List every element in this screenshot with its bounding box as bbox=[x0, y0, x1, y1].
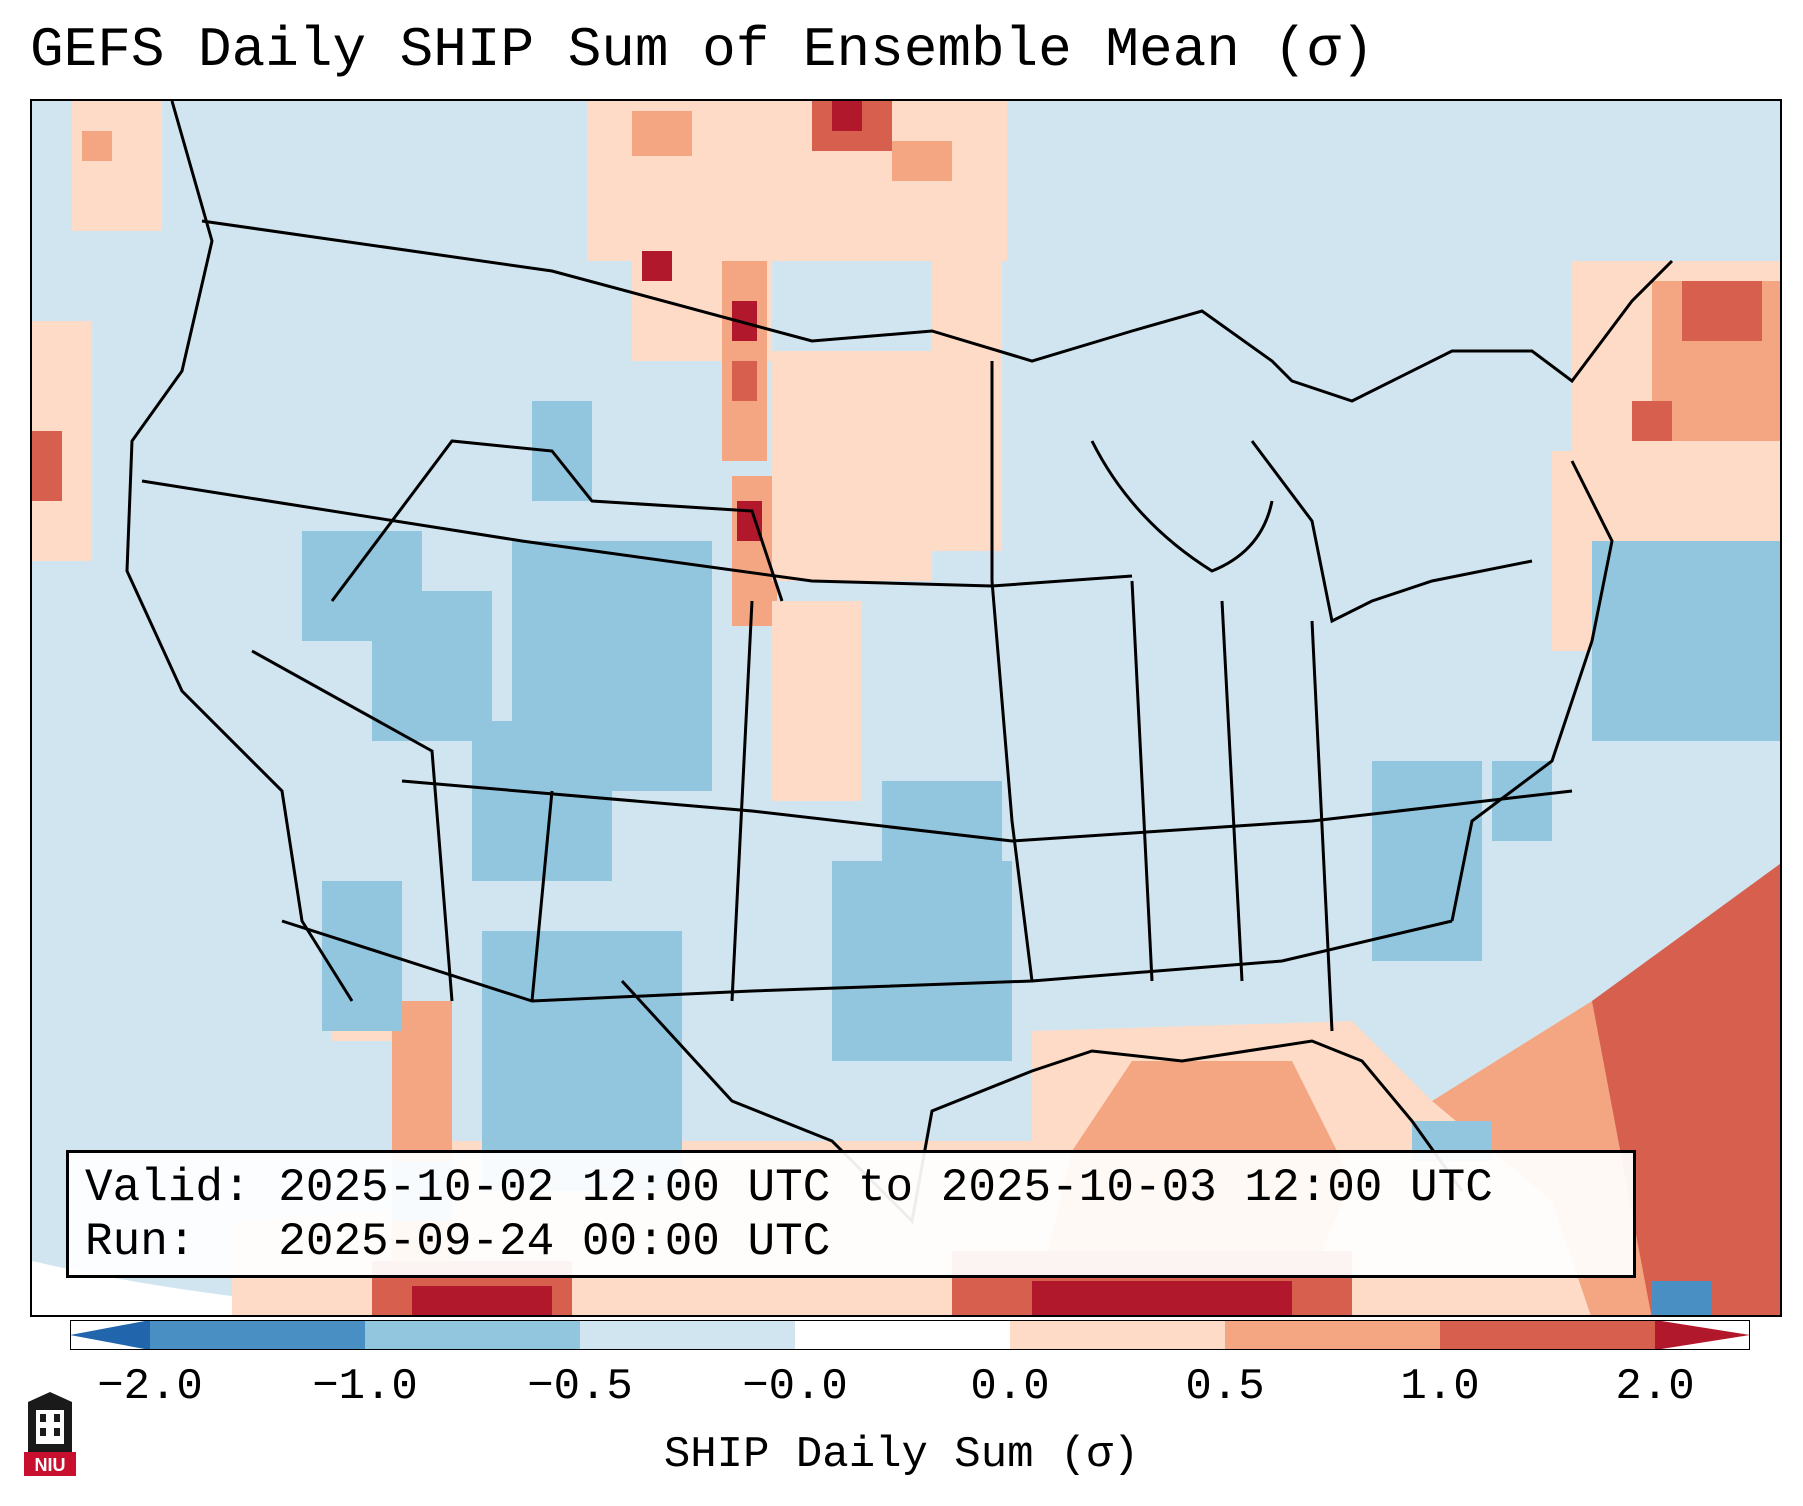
mississippi-line bbox=[990, 361, 1034, 982]
mountain-lines bbox=[530, 600, 754, 1002]
boundaries bbox=[125, 101, 1674, 1225]
eastern-state-lines bbox=[1130, 580, 1334, 1032]
valid-run-box: Valid: 2025-10-02 12:00 UTC to 2025-10-0… bbox=[66, 1150, 1636, 1278]
state-line-2 bbox=[330, 439, 784, 602]
colorbar-segment-7 bbox=[1440, 1320, 1655, 1350]
colorbar-extend-low bbox=[70, 1320, 150, 1350]
tick-label: −0.5 bbox=[527, 1362, 633, 1412]
colorbar-label: SHIP Daily Sum (σ) bbox=[663, 1430, 1140, 1480]
colorbar-segment-6 bbox=[1225, 1320, 1440, 1350]
colorbar-segment-3 bbox=[580, 1320, 795, 1350]
logo-text: NIU bbox=[35, 1455, 66, 1475]
colorbar-segment-5 bbox=[1010, 1320, 1225, 1350]
map-panel bbox=[30, 99, 1782, 1317]
tick-label: 0.5 bbox=[1185, 1362, 1265, 1412]
east-coast bbox=[1450, 460, 1614, 922]
nevada-line bbox=[251, 649, 454, 1002]
valid-line: Valid: 2025-10-02 12:00 UTC to 2025-10-0… bbox=[85, 1162, 1493, 1214]
lake-outline bbox=[1090, 440, 1274, 573]
gulf-coast bbox=[620, 979, 1464, 1225]
niu-logo-icon: NIU bbox=[24, 1392, 76, 1476]
state-line-1 bbox=[141, 479, 1133, 588]
tick-label: 2.0 bbox=[1615, 1362, 1695, 1412]
state-line-3 bbox=[401, 779, 1573, 843]
warm-plains-cells bbox=[587, 101, 1007, 801]
warm-pacific-cells bbox=[32, 101, 162, 561]
run-line: Run: 2025-09-24 00:00 UTC bbox=[85, 1216, 831, 1268]
great-lakes-shore bbox=[1250, 440, 1533, 624]
tick-label: 0.0 bbox=[970, 1362, 1050, 1412]
colorbar-segment-1 bbox=[150, 1320, 365, 1350]
ship-map bbox=[32, 101, 1780, 1315]
tick-label: −1.0 bbox=[312, 1362, 418, 1412]
colorbar-segment-2 bbox=[365, 1320, 580, 1350]
tick-label: 1.0 bbox=[1400, 1362, 1480, 1412]
map-title: GEFS Daily SHIP Sum of Ensemble Mean (σ) bbox=[30, 18, 1375, 82]
tick-label: −2.0 bbox=[97, 1362, 203, 1412]
colorbar-segment-4 bbox=[795, 1320, 1010, 1350]
west-coast bbox=[125, 101, 354, 1002]
tick-label: −0.0 bbox=[742, 1362, 848, 1412]
colorbar-extend-high bbox=[1655, 1320, 1750, 1350]
state-line-4 bbox=[281, 919, 1453, 1003]
northern-border bbox=[201, 219, 1674, 403]
colorbar bbox=[70, 1320, 1750, 1350]
